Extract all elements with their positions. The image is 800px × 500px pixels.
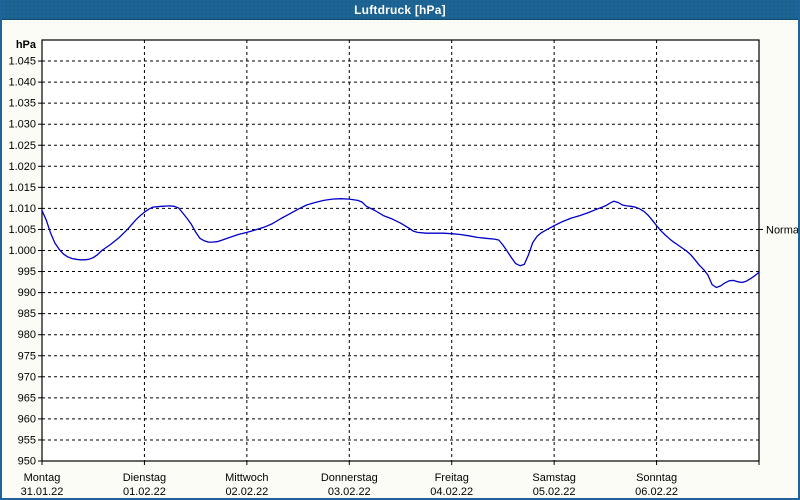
y-tick-label: 1.010 [8, 203, 36, 215]
plot-border [41, 39, 760, 462]
day-label: Samstag [532, 472, 575, 484]
date-label: 05.02.22 [533, 486, 576, 498]
y-tick-label: 990 [18, 287, 36, 299]
y-tick-label: 1.020 [8, 161, 36, 173]
y-tick-label: 1.045 [8, 56, 36, 68]
y-tick-label: 1.035 [8, 98, 36, 110]
y-axis-unit-label: hPa [16, 39, 37, 51]
y-tick-label: 1.000 [8, 245, 36, 257]
date-label: 06.02.22 [635, 486, 678, 498]
title-bar: Luftdruck [hPa] [2, 0, 798, 20]
date-label: 03.02.22 [328, 486, 371, 498]
y-tick-label: 1.005 [8, 224, 36, 236]
y-tick-label: 995 [18, 266, 36, 278]
day-label: Donnerstag [321, 472, 378, 484]
plot-background [42, 40, 759, 461]
date-label: 02.02.22 [225, 486, 268, 498]
date-label: 04.02.22 [430, 486, 473, 498]
chart-area: 1.045 1.040 1.035 1.030 1.025 1.020 1.015 1.010… [2, 20, 798, 498]
day-label: Dienstag [123, 472, 166, 484]
y-tick-label: 975 [18, 350, 36, 362]
date-label: 31.01.22 [21, 486, 64, 498]
y-tick-label: 980 [18, 329, 36, 341]
y-tick-label: 970 [18, 371, 36, 383]
y-tick-label: 1.025 [8, 140, 36, 152]
day-label: Sonntag [636, 472, 677, 484]
pressure-line [41, 198, 760, 289]
day-label: Freitag [435, 472, 469, 484]
y-tick-label: 955 [18, 434, 36, 446]
normal-label: Normal [766, 224, 798, 236]
day-label: Mittwoch [225, 472, 268, 484]
y-tick-label: 985 [18, 308, 36, 320]
y-tick-label: 960 [18, 413, 36, 425]
day-label: Montag [24, 472, 61, 484]
y-tick-label: 950 [18, 456, 36, 468]
y-tick-label: 1.015 [8, 182, 36, 194]
pressure-chart: 1.045 1.040 1.035 1.030 1.025 1.020 1.015 1.010… [8, 39, 798, 498]
y-tick-label: 965 [18, 392, 36, 404]
y-tick-label: 1.040 [8, 77, 36, 89]
chart-title: Luftdruck [hPa] [354, 2, 446, 17]
date-label: 01.02.22 [123, 486, 166, 498]
y-tick-label: 1.030 [8, 119, 36, 131]
